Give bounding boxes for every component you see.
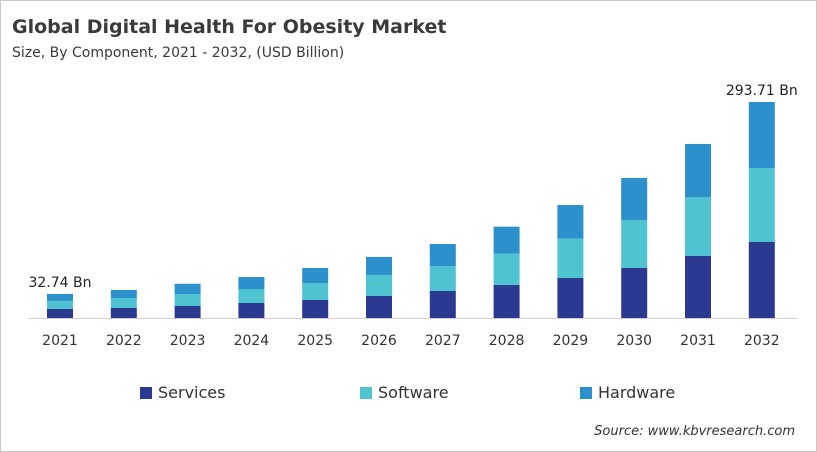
x-tick-label: 2031 bbox=[680, 333, 716, 349]
bar-software-2029 bbox=[557, 238, 584, 278]
legend-swatch-software bbox=[360, 386, 372, 399]
bar-hardware-2025 bbox=[302, 267, 329, 283]
bar-software-2027 bbox=[429, 266, 456, 292]
x-tick-label: 2022 bbox=[106, 333, 142, 349]
bar-hardware-2028 bbox=[493, 226, 520, 254]
legend-swatch-services bbox=[140, 386, 152, 399]
data-label-2021: 32.74 Bn bbox=[28, 275, 91, 291]
data-label-2032: 293.71 Bn bbox=[726, 83, 798, 99]
x-tick-label: 2027 bbox=[425, 333, 461, 349]
bar-services-2029 bbox=[557, 277, 584, 318]
x-tick-label: 2032 bbox=[744, 333, 780, 349]
bar-hardware-2024 bbox=[238, 277, 265, 290]
bar-services-2027 bbox=[429, 291, 456, 318]
bar-software-2028 bbox=[493, 253, 520, 285]
bar-software-2030 bbox=[621, 219, 648, 268]
bar-services-2028 bbox=[493, 284, 520, 318]
x-tick-label: 2023 bbox=[170, 333, 206, 349]
bar-services-2021 bbox=[47, 308, 73, 318]
bar-software-2031 bbox=[685, 197, 711, 256]
x-tick-label: 2026 bbox=[361, 333, 397, 349]
bar-software-2024 bbox=[238, 289, 265, 303]
bar-services-2024 bbox=[238, 302, 265, 318]
legend-item-services: Services bbox=[140, 383, 225, 402]
bar-hardware-2029 bbox=[557, 205, 584, 239]
bar-software-2026 bbox=[366, 274, 392, 297]
bar-hardware-2032 bbox=[748, 101, 775, 168]
bar-services-2030 bbox=[621, 267, 648, 318]
legend-item-software: Software bbox=[360, 383, 449, 402]
x-tick-label: 2028 bbox=[489, 333, 525, 349]
legend-label-hardware: Hardware bbox=[598, 383, 676, 402]
legend-label-software: Software bbox=[378, 383, 449, 402]
bar-hardware-2026 bbox=[366, 256, 392, 275]
bar-software-2021 bbox=[47, 300, 73, 309]
legend-item-hardware: Hardware bbox=[580, 383, 675, 402]
bar-software-2022 bbox=[110, 297, 137, 308]
bar-software-2023 bbox=[174, 294, 201, 307]
bar-hardware-2022 bbox=[110, 289, 137, 298]
x-tick-label: 2024 bbox=[234, 333, 270, 349]
bar-hardware-2027 bbox=[429, 244, 456, 267]
chart-title: Global Digital Health For Obesity Market bbox=[12, 16, 447, 38]
bar-hardware-2021 bbox=[47, 293, 73, 301]
bar-services-2026 bbox=[366, 296, 392, 318]
legend-swatch-hardware bbox=[580, 386, 592, 399]
bar-services-2023 bbox=[174, 306, 201, 318]
bar-hardware-2023 bbox=[174, 283, 201, 295]
bar-services-2031 bbox=[685, 255, 711, 318]
bar-services-2025 bbox=[302, 299, 329, 318]
legend-label-services: Services bbox=[158, 383, 226, 402]
bar-services-2032 bbox=[748, 241, 775, 318]
x-tick-label: 2025 bbox=[297, 333, 333, 349]
x-tick-label: 2029 bbox=[553, 333, 589, 349]
bar-services-2022 bbox=[110, 307, 137, 318]
chart-subtitle: Size, By Component, 2021 - 2032, (USD Bi… bbox=[12, 45, 345, 61]
source-note: Source: www.kbvresearch.com bbox=[594, 424, 795, 439]
x-tick-label: 2030 bbox=[616, 333, 652, 349]
bar-software-2032 bbox=[748, 167, 775, 242]
x-tick-label: 2021 bbox=[42, 333, 78, 349]
bar-software-2025 bbox=[302, 282, 329, 300]
bar-hardware-2031 bbox=[685, 143, 711, 198]
bar-hardware-2030 bbox=[621, 177, 648, 220]
